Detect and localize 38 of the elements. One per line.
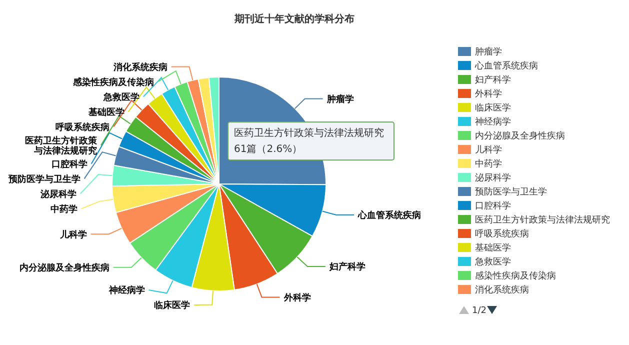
slice-label: 预防医学与卫生学 [7, 174, 80, 185]
slice-label: 呼吸系统疾病 [56, 122, 110, 133]
legend-label: 外科学 [475, 88, 502, 100]
slice-label: 妇产科学 [328, 262, 366, 273]
legend-label: 医药卫生方针政策与法律法规研究 [475, 214, 610, 226]
legend-label: 中药学 [475, 158, 502, 170]
slice-label: 泌尿科学 [39, 188, 76, 200]
legend-label: 泌尿科学 [475, 172, 511, 184]
slice-label: 心血管系统疾病 [357, 210, 422, 221]
legend-label: 神经病学 [475, 116, 511, 128]
slice-label: 外科学 [282, 292, 311, 304]
legend-label: 临床医学 [475, 102, 511, 114]
slice-label: 肿瘤学 [326, 94, 354, 105]
legend-label: 内分泌腺及全身性疾病 [475, 130, 565, 142]
legend-label: 感染性疾病及传染病 [475, 270, 556, 282]
legend-label: 呼吸系统疾病 [475, 228, 529, 240]
slice-label: 儿科学 [58, 229, 87, 240]
slice-label: 消化系统疾病 [112, 62, 168, 73]
legend-label: 肿瘤学 [475, 46, 502, 58]
slice-label: 内分泌腺及全身性疾病 [19, 262, 110, 274]
legend-label: 妇产科学 [475, 74, 511, 86]
slice-label: 口腔科学 [51, 158, 88, 170]
legend-label: 消化系统疾病 [475, 284, 529, 296]
slice-label: 神经病学 [108, 285, 145, 296]
legend-label: 口腔科学 [475, 200, 511, 212]
slice-label: 医药卫生方针政策与法律法规研究 [24, 135, 98, 156]
slice-label: 临床医学 [154, 300, 190, 312]
legend-label: 儿科学 [475, 144, 502, 156]
legend-label: 预防医学与卫生学 [475, 186, 547, 198]
slice-label: 感染性疾病及传染病 [72, 76, 154, 88]
legend-label: 急救医学 [474, 256, 511, 268]
legend-label: 心血管系统疾病 [474, 60, 538, 72]
text: 1/2 [472, 306, 486, 316]
text: 61篇（2.6%） [234, 144, 302, 155]
text: 医药卫生方针政策与法律法规研究 [234, 127, 384, 139]
legend-label: 基础医学 [475, 242, 511, 254]
chart-title: 期刊近十年文献的学科分布 [234, 13, 354, 25]
slice-label: 中药学 [50, 204, 78, 215]
